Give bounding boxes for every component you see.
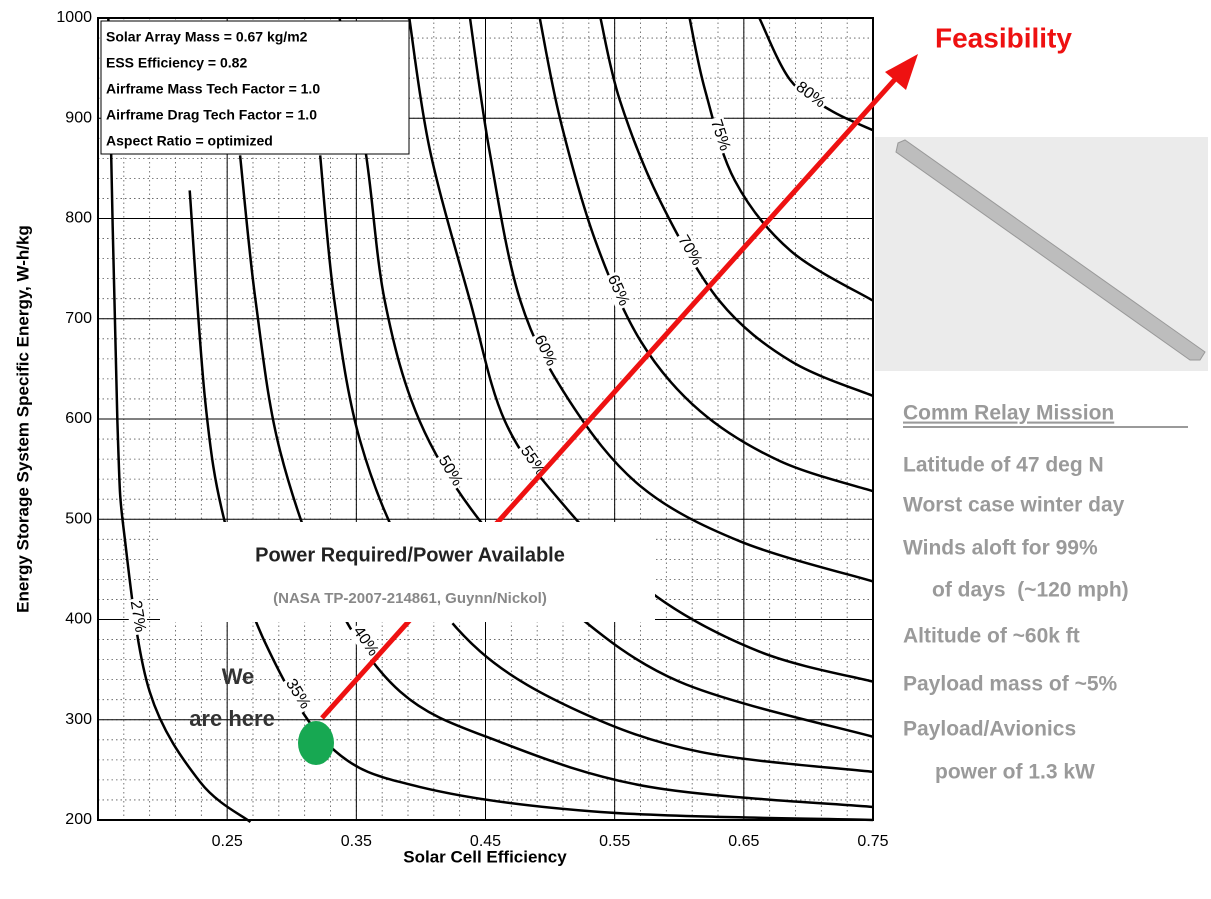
conditions-box: Solar Array Mass = 0.67 kg/m2 ESS Effici…	[100, 20, 410, 155]
contour-label-bg	[432, 451, 468, 492]
mission-line: of days (~120 mph)	[932, 579, 1129, 602]
contour-line	[338, 17, 874, 738]
contour-label-bg	[672, 230, 707, 271]
contour-line	[538, 17, 874, 493]
aircraft-image	[875, 137, 1208, 371]
contour-line	[468, 17, 874, 583]
contour-line	[318, 155, 874, 774]
x-tick-label: 0.65	[728, 833, 759, 850]
y-tick-label: 900	[65, 109, 92, 126]
condition: ESS Efficiency = 0.82	[106, 55, 247, 71]
contour-label-bg	[790, 77, 831, 114]
mission-title: Comm Relay Mission	[903, 402, 1114, 425]
arrow-label: Feasibility	[935, 22, 1072, 53]
contour-line	[107, 17, 252, 824]
contour-line	[238, 155, 874, 809]
mission-text: Comm Relay Mission Latitude of 47 deg N …	[903, 402, 1188, 784]
contour-label-bg	[347, 621, 384, 662]
contour-label-bg	[125, 597, 150, 636]
contour-label: 27%	[127, 599, 149, 633]
condition: Airframe Mass Tech Factor = 1.0	[106, 81, 320, 97]
y-tick-label: 300	[65, 711, 92, 728]
y-tick-label: 1000	[56, 9, 92, 26]
mission-line: Payload/Avionics	[903, 718, 1076, 741]
contour-label-bg	[602, 270, 634, 311]
contour-label-bg	[280, 674, 315, 715]
marker-label: are here	[189, 706, 275, 731]
conditions-frame	[100, 20, 410, 155]
contour-line	[188, 190, 874, 822]
condition: Aspect Ratio = optimized	[106, 133, 273, 149]
mission-line: Latitude of 47 deg N	[903, 454, 1104, 477]
x-tick-label: 0.25	[212, 833, 243, 850]
condition: Solar Array Mass = 0.67 kg/m2	[106, 29, 308, 45]
contour-line	[758, 17, 874, 132]
wing	[895, 139, 1206, 361]
mission-line: Altitude of ~60k ft	[903, 625, 1080, 648]
mission-line: Payload mass of ~5%	[903, 673, 1118, 696]
y-tick-label: 600	[65, 410, 92, 427]
x-tick-label: 0.55	[599, 833, 630, 850]
condition: Airframe Drag Tech Factor = 1.0	[106, 107, 317, 123]
mission-line: Worst case winter day	[903, 494, 1125, 517]
y-tick-label: 200	[65, 811, 92, 828]
x-tick-label: 0.45	[470, 833, 501, 850]
y-axis-label: Energy Storage System Specific Energy, W…	[13, 225, 32, 613]
contour-line	[688, 17, 874, 302]
y-tick-label: 800	[65, 210, 92, 227]
arrow-head	[885, 54, 918, 90]
power-box-bg	[160, 522, 655, 622]
power-box-source: (NASA TP-2007-214861, Guynn/Nickol)	[273, 590, 547, 607]
y-tick-label: 700	[65, 310, 92, 327]
contour-label-bg	[528, 330, 561, 371]
y-tick-label: 500	[65, 510, 92, 527]
x-axis-label: Solar Cell Efficiency	[403, 847, 567, 866]
y-tick-label: 400	[65, 611, 92, 628]
power-box: Power Required/Power Available (NASA TP-…	[160, 522, 655, 622]
mission-line: power of 1.3 kW	[935, 761, 1095, 784]
contour-line	[599, 17, 874, 398]
contour-label-bg	[705, 115, 735, 156]
current-point	[298, 721, 334, 765]
x-tick-label: 0.35	[341, 833, 372, 850]
plot-frame	[97, 17, 874, 821]
power-box-title: Power Required/Power Available	[255, 544, 565, 566]
marker-label: We	[222, 664, 255, 689]
mission-line: Winds aloft for 99%	[903, 537, 1098, 560]
x-tick-label: 0.75	[857, 833, 888, 850]
